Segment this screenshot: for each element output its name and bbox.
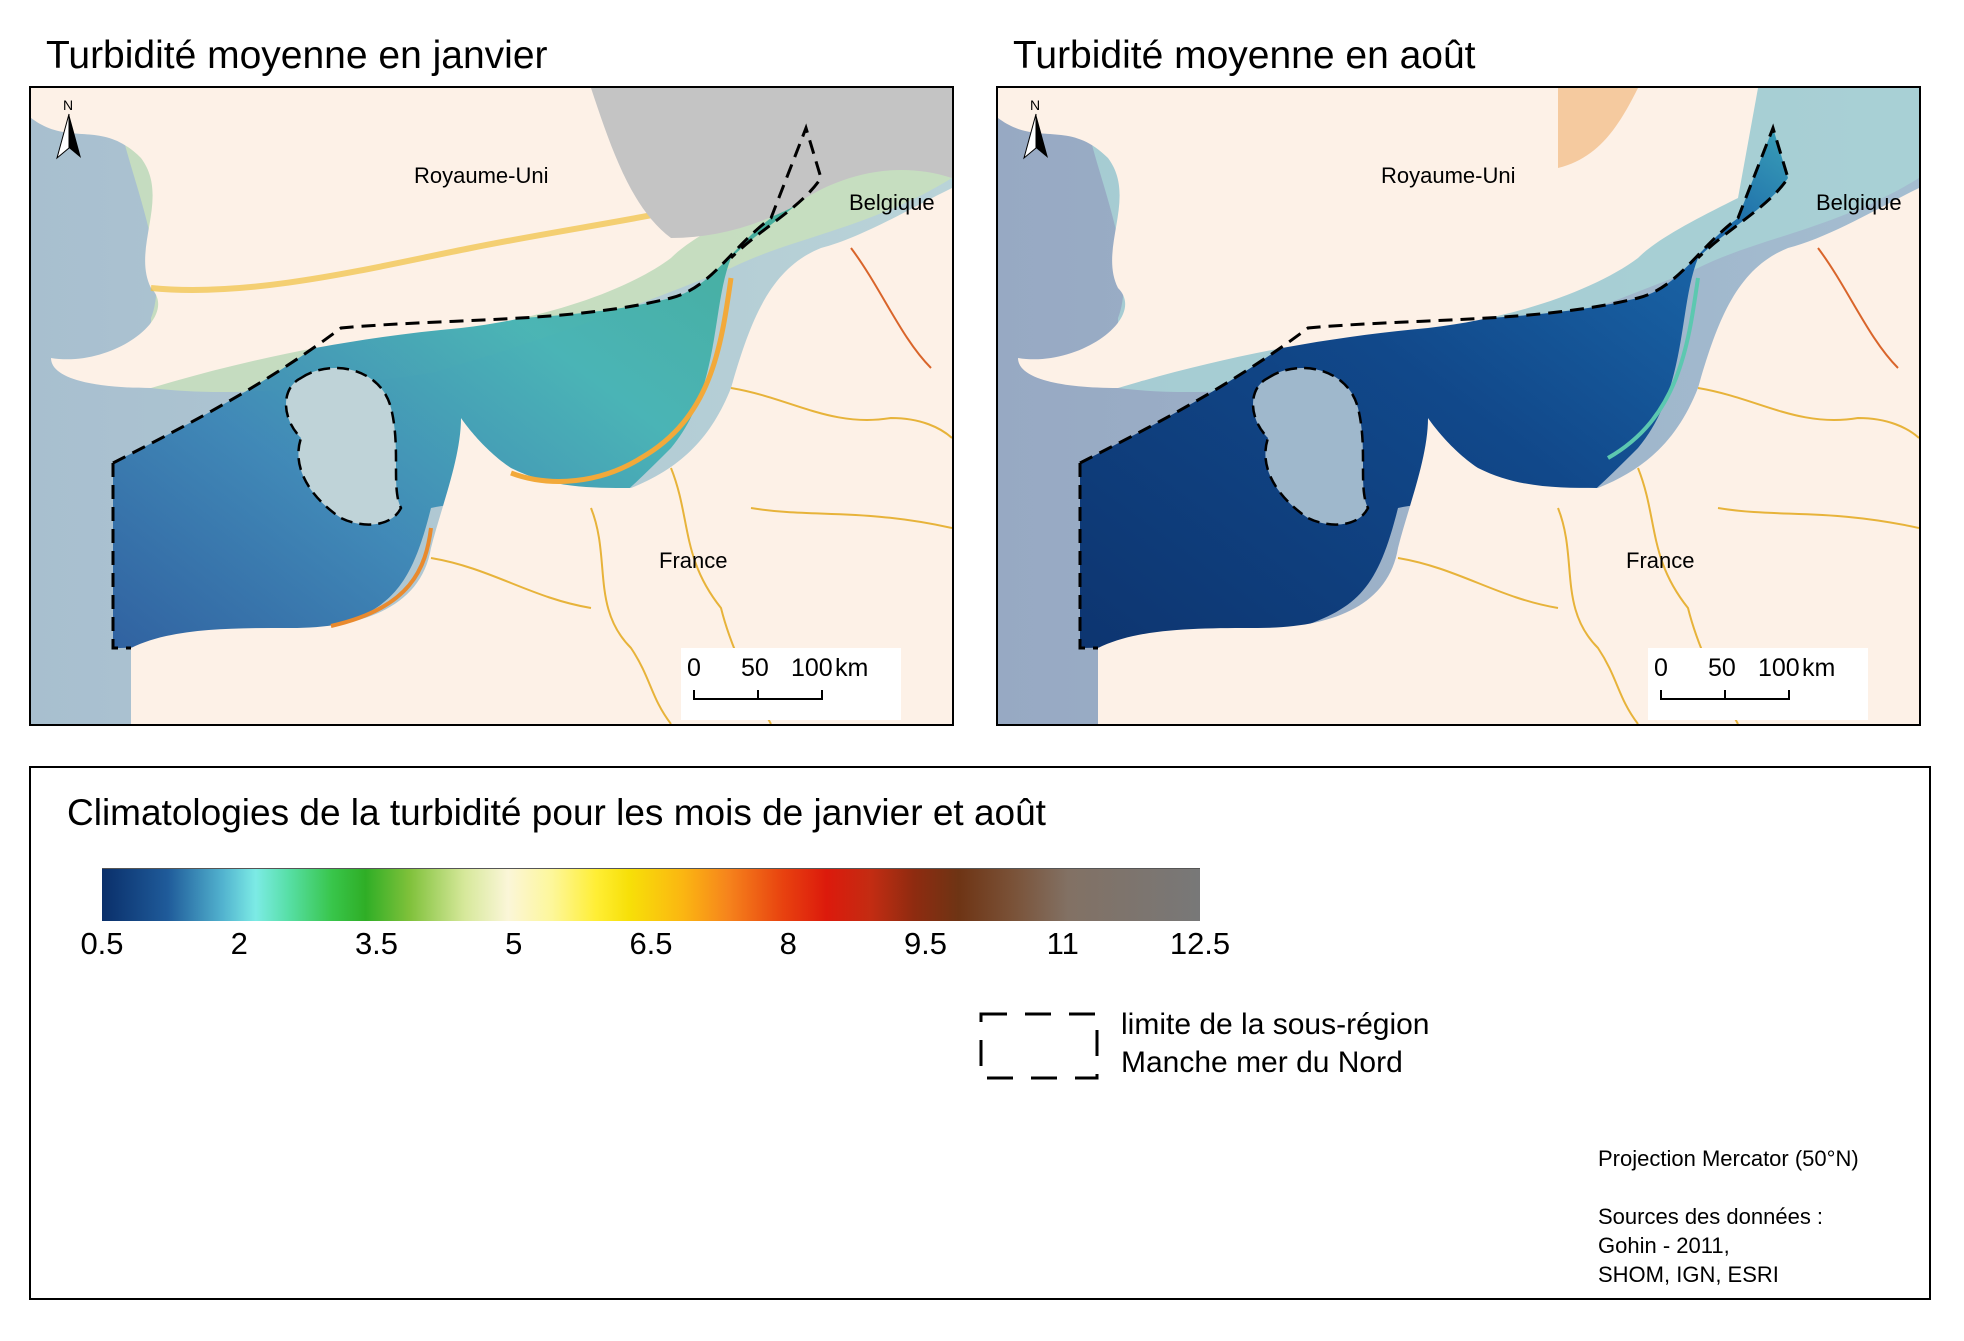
scale-tick-0: 0 — [687, 654, 701, 682]
boundary-label-line1: limite de la sous-région — [1121, 1008, 1430, 1041]
label-belgique: Belgique — [849, 190, 935, 215]
label-royaume-uni: Royaume-Uni — [414, 163, 549, 188]
boundary-legend-label: limite de la sous-région Manche mer du N… — [1121, 1006, 1429, 1082]
colorbar-label-7: 11 — [1046, 926, 1079, 961]
north-arrow-icon: N — [56, 97, 81, 160]
scale-tick-100: 100 — [1758, 654, 1800, 682]
sources-line3: SHOM, IGN, ESRI — [1598, 1262, 1779, 1287]
map-title-january: Turbidité moyenne en janvier — [46, 34, 548, 77]
dashed-boundary-icon — [979, 1012, 1099, 1080]
scale-unit: km — [1802, 654, 1836, 682]
north-arrow-icon: N — [1023, 97, 1048, 160]
scale-tick-100: 100 — [791, 654, 833, 682]
scale-unit: km — [835, 654, 869, 682]
colorbar-label-0: 0.5 — [80, 926, 124, 961]
sources-note: Sources des données : Gohin - 2011, SHOM… — [1598, 1202, 1823, 1289]
label-royaume-uni: Royaume-Uni — [1381, 163, 1516, 188]
colorbar-label-8: 12.5 — [1169, 926, 1231, 961]
colorbar-label-3: 5 — [505, 926, 523, 961]
label-belgique: Belgique — [1816, 190, 1902, 215]
colorbar-label-2: 3.5 — [354, 926, 399, 961]
colorbar-label-6: 9.5 — [903, 926, 948, 961]
scale-tick-0: 0 — [1654, 654, 1668, 682]
svg-text:N: N — [1030, 97, 1040, 113]
legend-title: Climatologies de la turbidité pour les m… — [67, 792, 1046, 833]
label-france: France — [659, 548, 728, 573]
turbidity-colorbar — [102, 868, 1200, 921]
scale-bar: 0 50 100 km — [1648, 648, 1868, 720]
map-january-graphic — [31, 88, 952, 724]
map-august-graphic — [998, 88, 1919, 724]
map-title-august: Turbidité moyenne en août — [1013, 34, 1476, 77]
scale-bar: 0 50 100 km — [681, 648, 901, 720]
colorbar-label-5: 8 — [779, 926, 797, 961]
sources-line2: Gohin - 2011, — [1598, 1233, 1730, 1258]
legend-box: Climatologies de la turbidité pour les m… — [29, 766, 1931, 1300]
svg-text:N: N — [63, 97, 73, 113]
scale-tick-50: 50 — [741, 654, 769, 682]
map-panel-august[interactable]: N Royaume-Uni Belgique France 0 50 100 k… — [996, 86, 1921, 726]
scale-tick-50: 50 — [1708, 654, 1736, 682]
boundary-label-line2: Manche mer du Nord — [1121, 1046, 1403, 1079]
colorbar-label-4: 6.5 — [629, 926, 673, 961]
sources-line1: Sources des données : — [1598, 1204, 1824, 1229]
map-panel-january[interactable]: N Royaume-Uni Belgique France 0 50 100 k… — [29, 86, 954, 726]
colorbar-label-1: 2 — [230, 926, 248, 961]
projection-note: Projection Mercator (50°N) — [1598, 1146, 1859, 1171]
label-france: France — [1626, 548, 1695, 573]
